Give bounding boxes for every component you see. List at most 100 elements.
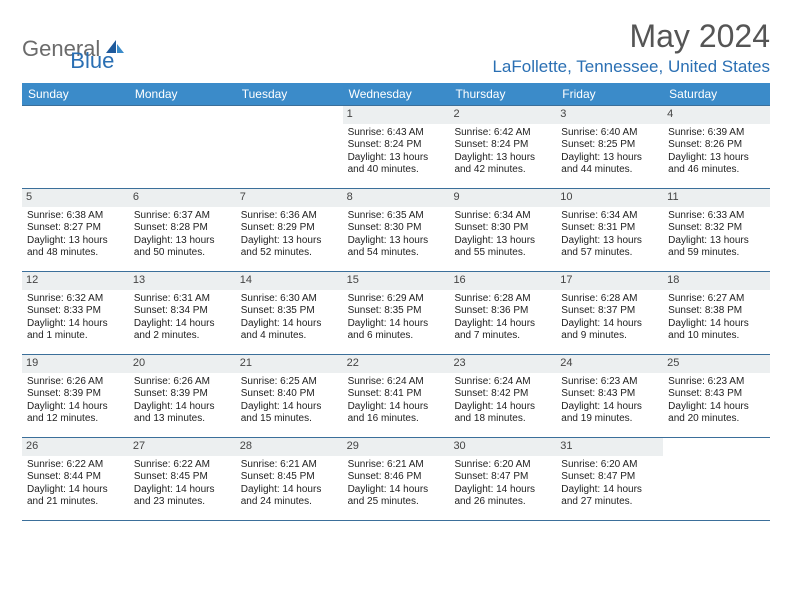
sunrise-line: Sunrise: 6:27 AM [668,293,765,306]
page: General Blue May 2024 LaFollette, Tennes… [0,0,792,531]
sunset-line: Sunset: 8:29 PM [241,222,338,235]
daylight-line: Daylight: 14 hours and 18 minutes. [454,401,551,426]
dow-cell: Saturday [663,83,770,105]
day-cell: 31Sunrise: 6:20 AMSunset: 8:47 PMDayligh… [556,438,663,520]
day-number: 17 [556,272,663,290]
dow-cell: Monday [129,83,236,105]
day-cell [129,106,236,188]
day-number: 6 [129,189,236,207]
day-cell: 6Sunrise: 6:37 AMSunset: 8:28 PMDaylight… [129,189,236,271]
sunrise-line: Sunrise: 6:34 AM [454,210,551,223]
sunset-line: Sunset: 8:42 PM [454,388,551,401]
sunset-line: Sunset: 8:26 PM [668,139,765,152]
daylight-line: Daylight: 14 hours and 24 minutes. [241,484,338,509]
day-cell: 27 Sunrise: 6:22 AMSunset: 8:45 PMDayligh… [129,438,236,520]
day-number: 20 [129,355,236,373]
sunset-line: Sunset: 8:41 PM [348,388,445,401]
day-cell: 5Sunrise: 6:38 AMSunset: 8:27 PMDaylight… [22,189,129,271]
brand-logo: General Blue [22,24,114,74]
day-cell: 2Sunrise: 6:42 AMSunset: 8:24 PMDaylight… [449,106,556,188]
daylight-line: Daylight: 14 hours and 13 minutes. [134,401,231,426]
day-number: 23 [449,355,556,373]
sunrise-line: Sunrise: 6:22 AM [27,459,124,472]
day-cell [663,438,770,520]
day-cell [22,106,129,188]
sunrise-line: Sunrise: 6:23 AM [668,376,765,389]
day-number: 1 [343,106,450,124]
day-cell: 30 Sunrise: 6:20 AMSunset: 8:47 PMDayligh… [449,438,556,520]
daylight-line: Daylight: 14 hours and 25 minutes. [348,484,445,509]
daylight-line: Daylight: 13 hours and 59 minutes. [668,235,765,260]
sunset-line: Sunset: 8:40 PM [241,388,338,401]
day-number: 9 [449,189,556,207]
week-row: 12Sunrise: 6:32 AMSunset: 8:33 PMDayligh… [22,271,770,354]
sunrise-line: Sunrise: 6:42 AM [454,127,551,140]
sunset-line: Sunset: 8:35 PM [241,305,338,318]
week-row: 5 Sunrise: 6:38 AMSunset: 8:27 PM Daylight… [22,188,770,271]
day-number: 22 [343,355,450,373]
daylight-line: Daylight: 14 hours and 26 minutes. [454,484,551,509]
daylight-line: Daylight: 13 hours and 55 minutes. [454,235,551,260]
sunrise-line: Sunrise: 6:21 AM [348,459,445,472]
daylight-line: Daylight: 14 hours and 7 minutes. [454,318,551,343]
day-number: 30 [449,438,556,456]
sunrise-line: Sunrise: 6:24 AM [454,376,551,389]
sunset-line: Sunset: 8:44 PM [27,471,124,484]
day-cell: 10Sunrise: 6:34 AMSunset: 8:31 PMDayligh… [556,189,663,271]
day-cell: 25Sunrise: 6:23 AMSunset: 8:43 PMDayligh… [663,355,770,437]
sunrise-line: Sunrise: 6:20 AM [454,459,551,472]
daylight-line: Daylight: 14 hours and 19 minutes. [561,401,658,426]
daylight-line: Daylight: 14 hours and 12 minutes. [27,401,124,426]
sunset-line: Sunset: 8:47 PM [454,471,551,484]
sunset-line: Sunset: 8:27 PM [27,222,124,235]
day-cell: 12Sunrise: 6:32 AMSunset: 8:33 PMDayligh… [22,272,129,354]
sunset-line: Sunset: 8:28 PM [134,222,231,235]
day-number: 27 [129,438,236,456]
dow-cell: Wednesday [343,83,450,105]
daylight-line: Daylight: 14 hours and 20 minutes. [668,401,765,426]
daylight-line: Daylight: 14 hours and 21 minutes. [27,484,124,509]
sunrise-line: Sunrise: 6:26 AM [27,376,124,389]
sunrise-line: Sunrise: 6:38 AM [27,210,124,223]
day-number: 19 [22,355,129,373]
sunset-line: Sunset: 8:39 PM [134,388,231,401]
daylight-line: Daylight: 14 hours and 10 minutes. [668,318,765,343]
sunset-line: Sunset: 8:43 PM [668,388,765,401]
brand-part2: Blue [70,48,114,74]
day-number: 15 [343,272,450,290]
day-cell: 1Sunrise: 6:43 AMSunset: 8:24 PMDaylight… [343,106,450,188]
sunset-line: Sunset: 8:39 PM [27,388,124,401]
sunrise-line: Sunrise: 6:30 AM [241,293,338,306]
day-cell: 26Sunrise: 6:22 AMSunset: 8:44 PMDayligh… [22,438,129,520]
sunrise-line: Sunrise: 6:43 AM [348,127,445,140]
sunset-line: Sunset: 8:33 PM [27,305,124,318]
sunrise-line: Sunrise: 6:21 AM [241,459,338,472]
sunset-line: Sunset: 8:45 PM [134,471,231,484]
sunset-line: Sunset: 8:47 PM [561,471,658,484]
daylight-line: Daylight: 14 hours and 23 minutes. [134,484,231,509]
day-cell: 21Sunrise: 6:25 AMSunset: 8:40 PMDayligh… [236,355,343,437]
dow-cell: Sunday [22,83,129,105]
location: LaFollette, Tennessee, United States [492,57,770,77]
sunrise-line: Sunrise: 6:20 AM [561,459,658,472]
day-cell: 23 Sunrise: 6:24 AMSunset: 8:42 PMDayligh… [449,355,556,437]
sunrise-line: Sunrise: 6:28 AM [561,293,658,306]
sunset-line: Sunset: 8:31 PM [561,222,658,235]
sunset-line: Sunset: 8:30 PM [348,222,445,235]
sunset-line: Sunset: 8:43 PM [561,388,658,401]
sunrise-line: Sunrise: 6:22 AM [134,459,231,472]
sunset-line: Sunset: 8:37 PM [561,305,658,318]
week-row: 19Sunrise: 6:26 AMSunset: 8:39 PMDayligh… [22,354,770,437]
day-cell [236,106,343,188]
day-number: 24 [556,355,663,373]
day-cell: 3Sunrise: 6:40 AMSunset: 8:25 PMDaylight… [556,106,663,188]
daylight-line: Daylight: 13 hours and 50 minutes. [134,235,231,260]
sunrise-line: Sunrise: 6:28 AM [454,293,551,306]
daylight-line: Daylight: 14 hours and 27 minutes. [561,484,658,509]
day-number: 5 [22,189,129,207]
day-cell: 28Sunrise: 6:21 AMSunset: 8:45 PMDayligh… [236,438,343,520]
daylight-line: Daylight: 14 hours and 4 minutes. [241,318,338,343]
dow-cell: Friday [556,83,663,105]
dow-cell: Thursday [449,83,556,105]
day-number: 13 [129,272,236,290]
